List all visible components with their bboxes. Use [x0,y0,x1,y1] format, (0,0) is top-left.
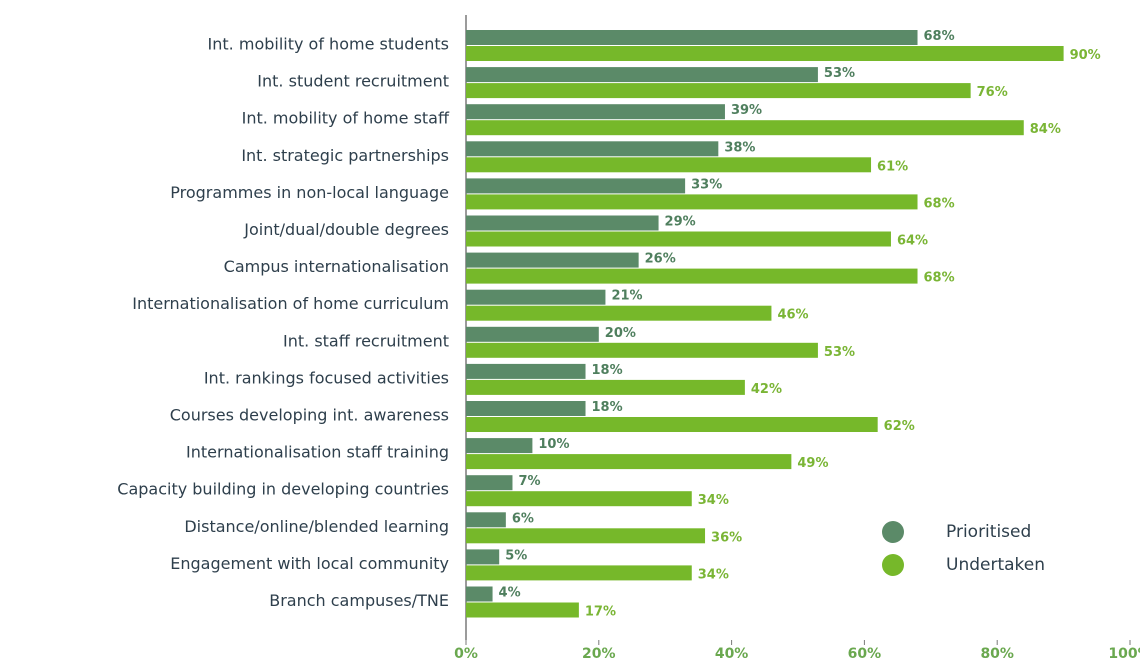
value-label: 49% [797,456,828,471]
bar [466,342,818,358]
bar [466,602,579,618]
category-label: Joint/dual/double degrees [243,220,449,239]
value-label: 53% [824,345,855,360]
category-label: Courses developing int. awareness [170,406,449,425]
category-label: Branch campuses/TNE [269,591,449,610]
bar [466,528,706,544]
bar [466,231,891,247]
category-label: Int. rankings focused activities [204,368,449,387]
bar [466,401,586,416]
category-label: Int. student recruitment [257,72,449,91]
value-label: 18% [592,363,623,378]
category-label: Capacity building in developing countrie… [117,480,449,499]
category-label: Engagement with local community [170,554,449,573]
value-label: 20% [605,326,636,341]
bar [466,46,1064,61]
value-label: 5% [505,548,527,563]
category-label: Internationalisation of home curriculum [132,294,449,313]
value-label: 34% [698,493,729,508]
value-label: 4% [499,586,521,601]
value-label: 46% [777,308,808,323]
category-label: Programmes in non-local language [170,183,449,202]
bar [466,326,599,342]
bar [466,586,493,602]
x-tick-label: 100% [1108,646,1140,661]
bar [466,417,878,432]
x-tick-label: 0% [454,646,478,661]
x-tick-label: 80% [980,646,1014,661]
bar [466,454,792,470]
bar [466,178,686,194]
bar [466,289,606,305]
value-label: 61% [877,159,908,174]
category-label: Int. mobility of home students [208,35,449,54]
value-label: 39% [731,103,762,118]
bar [466,491,692,507]
category-label: Internationalisation staff training [186,443,449,462]
bar [466,30,918,45]
value-label: 90% [1070,48,1101,63]
bar [466,194,918,210]
value-label: 10% [538,437,569,452]
bar [466,305,772,321]
legend-swatch [882,554,904,576]
bar [466,379,745,395]
x-tick-label: 20% [582,646,616,661]
legend-label: Prioritised [946,522,1031,542]
bar [466,268,918,284]
bar [466,549,500,565]
value-label: 21% [611,289,642,304]
legend-label: Undertaken [946,555,1045,575]
category-label: Int. mobility of home staff [242,109,450,128]
value-label: 26% [645,252,676,267]
bar [466,141,719,157]
bar [466,157,872,173]
bar [466,120,1024,136]
category-label: Distance/online/blended learning [184,517,449,536]
value-label: 33% [691,177,722,192]
value-label: 34% [698,567,729,582]
value-label: 42% [751,382,782,397]
bar [466,363,586,379]
value-label: 76% [977,85,1008,100]
value-label: 6% [512,511,534,526]
value-label: 36% [711,530,742,545]
legend-swatch [882,521,904,543]
x-tick-label: 60% [848,646,882,661]
category-label: Int. staff recruitment [283,331,449,350]
value-label: 62% [884,419,915,434]
value-label: 68% [924,271,955,286]
value-label: 29% [665,215,696,230]
bar [466,252,639,268]
value-label: 18% [592,400,623,415]
value-label: 53% [824,66,855,81]
value-label: 7% [518,474,540,489]
bar [466,565,692,581]
bar [466,475,513,491]
value-label: 17% [585,605,616,620]
bar [466,512,506,528]
x-tick-label: 40% [715,646,749,661]
category-label: Campus internationalisation [224,257,449,276]
bar [466,215,659,231]
value-label: 38% [724,140,755,155]
value-label: 84% [1030,122,1061,137]
bar [466,104,725,120]
value-label: 64% [897,234,928,249]
value-label: 68% [924,196,955,211]
value-label: 68% [924,29,955,44]
category-label: Int. strategic partnerships [241,146,449,165]
bar [466,83,971,99]
bar [466,438,533,454]
bar [466,67,818,83]
